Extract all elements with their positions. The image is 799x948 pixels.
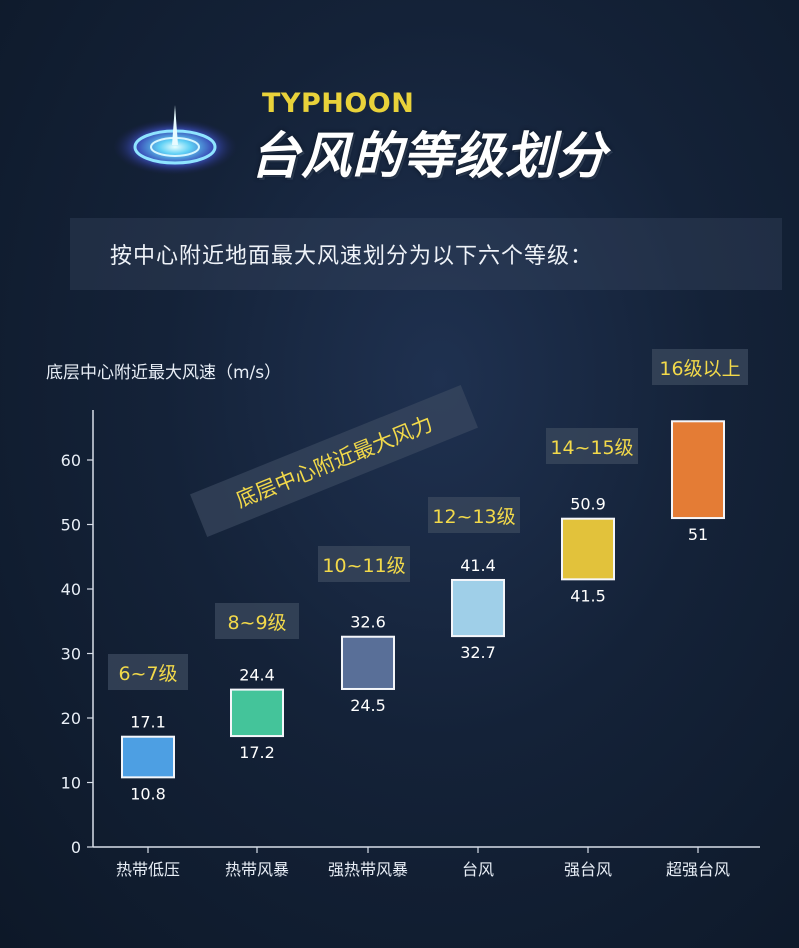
x-tick-label: 热带低压 [116, 860, 180, 879]
range-bar [230, 688, 284, 738]
x-tick-label: 强热带风暴 [328, 860, 408, 879]
x-tick-label: 强台风 [564, 860, 612, 879]
bar-high-label: 17.1 [130, 713, 166, 732]
range-bar [671, 420, 725, 520]
subtitle-band [70, 218, 782, 290]
x-tick-label: 台风 [462, 860, 494, 879]
y-tick-label: 30 [61, 645, 81, 664]
bar-low-label: 41.5 [570, 586, 606, 605]
level-label: 6~7级 [108, 654, 188, 690]
y-tick-label: 10 [61, 774, 81, 793]
subtitle: 按中心附近地面最大风速划分为以下六个等级： [110, 244, 594, 269]
level-label: 12~13级 [428, 497, 520, 533]
y-tick-label: 50 [61, 516, 81, 535]
level-label: 8~9级 [215, 603, 299, 639]
x-tick-label: 热带风暴 [225, 860, 289, 879]
bar-low-label: 24.5 [350, 696, 386, 715]
y-tick-label: 0 [71, 838, 81, 857]
range-bar [451, 578, 505, 638]
y-axis-title: 底层中心附近最大风速（m/s） [46, 363, 281, 383]
range-bar [561, 517, 615, 581]
range-bar [341, 635, 395, 690]
bar-low-label: 32.7 [460, 643, 496, 662]
bar-high-label: 32.6 [350, 613, 386, 632]
level-label: 14~15级 [546, 428, 638, 464]
typhoon-logo-icon [113, 105, 237, 175]
bar-high-label: 50.9 [570, 495, 606, 514]
bar-high-label: 41.4 [460, 556, 496, 575]
range-bar [121, 735, 175, 779]
y-tick-label: 40 [61, 580, 81, 599]
bar-high-label: 24.4 [239, 666, 275, 685]
english-title: TYPHOON [262, 88, 415, 119]
level-label: 16级以上 [652, 349, 748, 385]
bar-low-label: 10.8 [130, 784, 166, 803]
chinese-title: 台风的等级划分 [250, 127, 607, 185]
level-label: 10~11级 [318, 546, 410, 582]
bar-low-label: 17.2 [239, 743, 275, 762]
bar-low-label: 51 [688, 525, 708, 544]
y-tick-label: 60 [61, 451, 81, 470]
y-tick-label: 20 [61, 709, 81, 728]
header: TYPHOON 台风的等级划分 按中心附近地面最大风速划分为以下六个等级： [0, 0, 799, 290]
x-tick-label: 超强台风 [666, 860, 730, 879]
